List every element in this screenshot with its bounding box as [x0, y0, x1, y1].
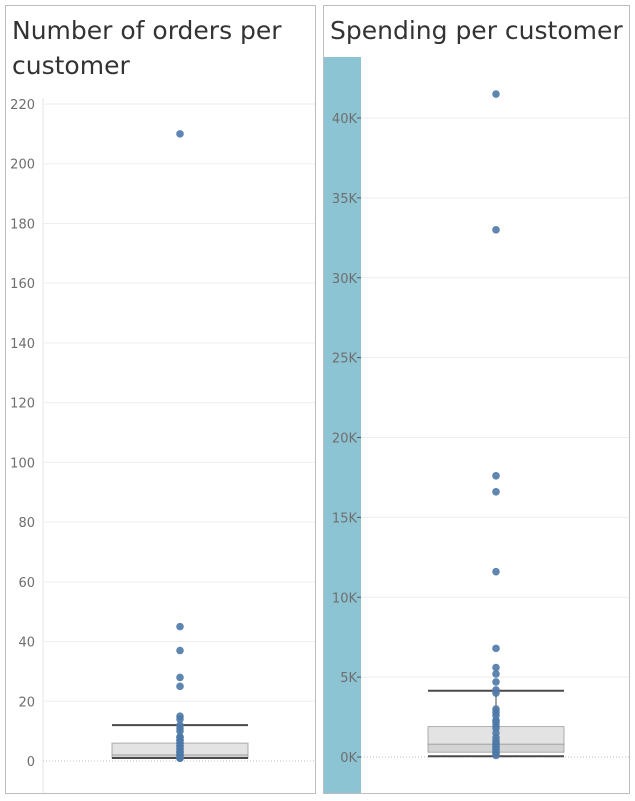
spending-y-tick-label: 25K — [332, 352, 358, 367]
spending-y-tick-label: 40K — [332, 112, 358, 127]
spending-data-point — [492, 644, 500, 653]
spending-data-point — [492, 689, 500, 697]
spending-chart-title: Spending per customer — [330, 13, 623, 48]
spending-y-tick-label: 35K — [332, 192, 358, 207]
spending-y-tick-label: 0K — [340, 751, 357, 766]
orders-data-point — [176, 673, 184, 682]
spending-data-point — [492, 472, 500, 480]
spending-title-line-1: Spending per customer — [330, 16, 623, 45]
orders-data-point — [176, 646, 184, 655]
spending-y-tick-label: 30K — [332, 272, 358, 287]
orders-y-tick-label: 40 — [18, 636, 35, 651]
orders-y-tick-label: 220 — [10, 98, 35, 113]
spending-chart-panel: Spending per customer 0K 5K 10K 15K 20K 25K 30… — [323, 5, 630, 794]
orders-y-tick-label: 80 — [18, 516, 35, 531]
orders-data-point — [176, 727, 184, 735]
spending-data-point — [492, 670, 500, 678]
orders-y-tick-label: 180 — [10, 217, 35, 232]
spending-data-point — [492, 663, 500, 672]
orders-data-point — [176, 754, 184, 762]
orders-y-tick-label: 160 — [10, 277, 35, 292]
orders-y-tick-label: 100 — [10, 456, 35, 471]
spending-boxplot: 0K 5K 10K 15K 20K 25K 30K 35K 40K — [324, 57, 629, 793]
orders-y-tick-label: 120 — [10, 397, 35, 412]
orders-data-point — [176, 622, 184, 631]
spending-data-point — [492, 226, 500, 234]
spending-y-tick-label: 15K — [332, 511, 358, 526]
orders-y-tick-label: 200 — [10, 158, 35, 173]
orders-y-tick-label: 60 — [18, 576, 35, 591]
orders-y-tick-label: 140 — [10, 337, 35, 352]
spending-y-tick-label: 10K — [332, 591, 358, 606]
orders-y-tick-label: 20 — [18, 695, 35, 710]
spending-data-point — [492, 751, 500, 760]
orders-data-point — [176, 715, 184, 723]
orders-data-point — [176, 682, 184, 691]
spending-y-tick-label: 5K — [340, 671, 357, 686]
spending-axis-band — [324, 57, 361, 793]
orders-boxplot: 0 20 40 60 80 100 120 140 160 180 200 220 — [10, 98, 315, 793]
spending-y-tick-label: 20K — [332, 432, 358, 447]
orders-title-line-2: customer — [12, 51, 130, 80]
orders-chart-title: Number of orders per customer — [12, 13, 282, 83]
orders-chart-panel: Number of orders per customer 0 20 40 60 80 1… — [5, 5, 316, 794]
spending-data-point — [492, 678, 500, 686]
orders-title-line-1: Number of orders per — [12, 16, 282, 45]
orders-y-tick-label: 0 — [27, 755, 35, 770]
orders-data-point — [176, 130, 184, 138]
spending-data-point — [492, 90, 500, 98]
spending-data-point — [492, 567, 500, 576]
spending-data-point — [492, 488, 500, 496]
